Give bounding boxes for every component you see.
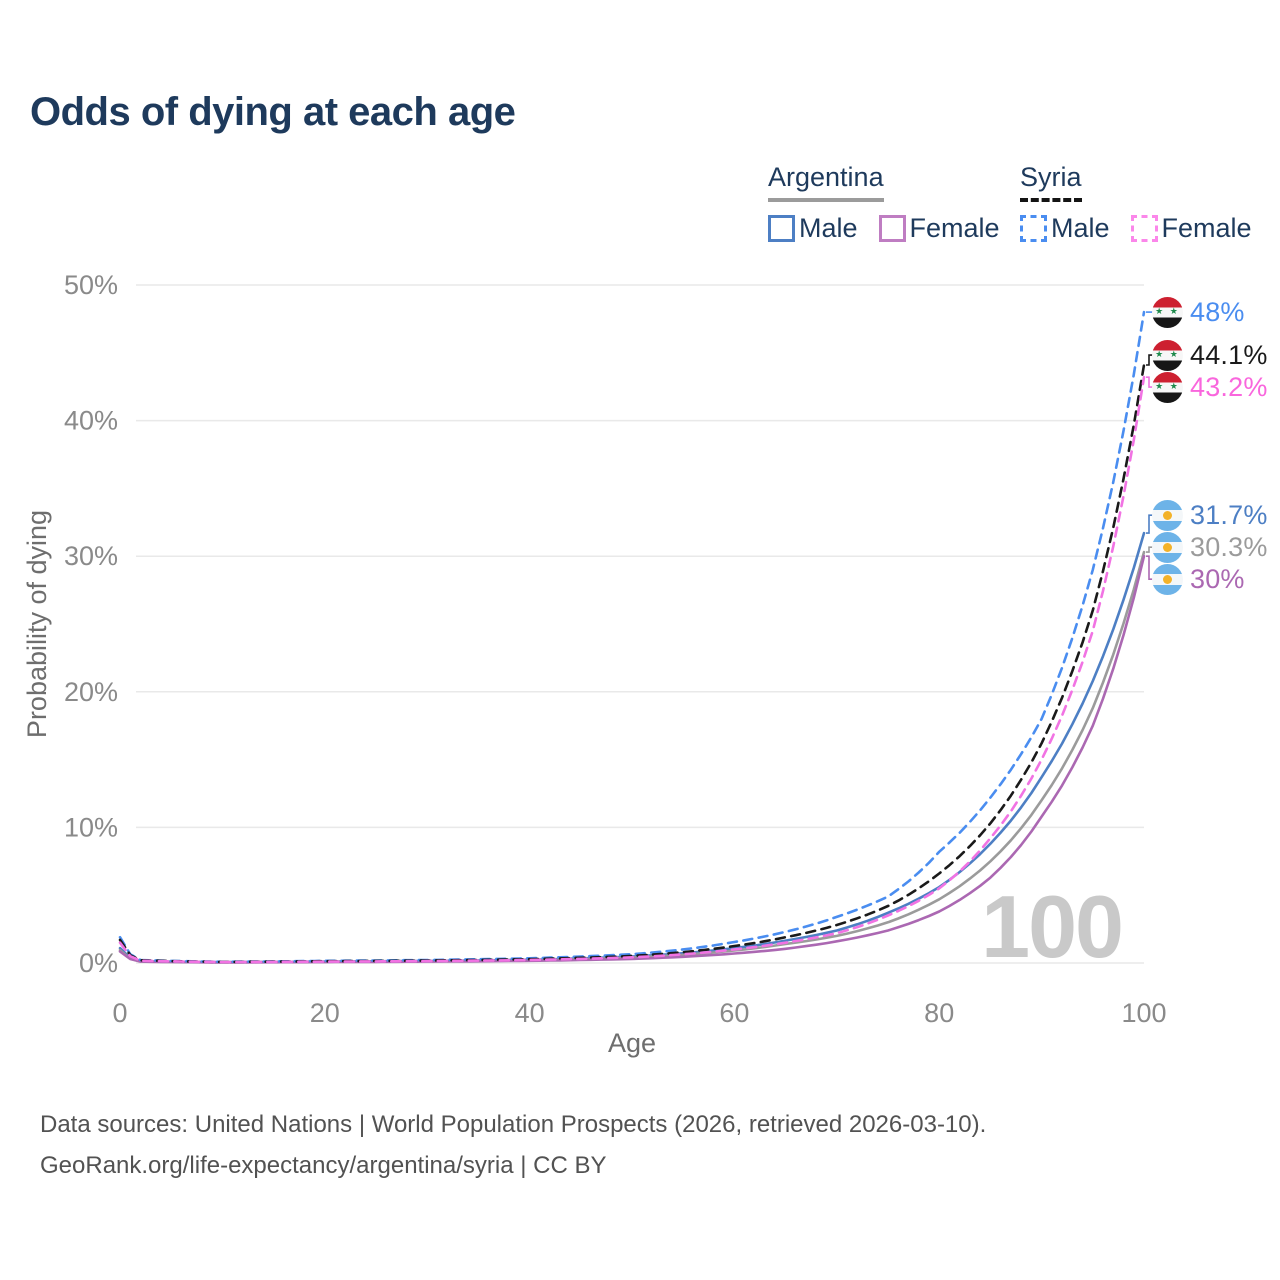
- argentina-flag-icon: [1152, 531, 1183, 563]
- argentina-sun: [1163, 574, 1172, 584]
- footer-attribution: GeoRank.org/life-expectancy/argentina/sy…: [40, 1152, 607, 1180]
- syria-stars: ★ ★: [1155, 349, 1180, 360]
- y-tick-label: 40%: [64, 406, 118, 436]
- y-tick-label: 20%: [64, 677, 118, 707]
- syria-flag-icon: ★ ★: [1152, 371, 1183, 403]
- legend-item-syria-male[interactable]: Male: [1020, 213, 1110, 244]
- y-tick-label: 0%: [79, 948, 118, 978]
- legend-label: Male: [799, 213, 858, 243]
- y-tick-label: 50%: [64, 270, 118, 300]
- x-tick-label: 20: [310, 998, 340, 1028]
- y-axis-title: Probability of dying: [22, 510, 52, 738]
- legend-label: Female: [909, 213, 1000, 243]
- x-tick-label: 0: [112, 998, 127, 1028]
- argentina-female-swatch: [878, 215, 906, 242]
- legend-item-argentina-male[interactable]: Male: [768, 213, 858, 244]
- label-connector-argentina-all: [1146, 546, 1153, 553]
- x-tick-label: 80: [924, 998, 954, 1028]
- line-syria-all[interactable]: [118, 363, 1146, 964]
- legend-country-syria[interactable]: Syria: [1020, 162, 1082, 202]
- end-label-syria-female[interactable]: ★ ★ 43.2%: [1152, 370, 1268, 404]
- legend-item-syria-female[interactable]: Female: [1130, 213, 1252, 244]
- legend-group-argentina: Argentina Male Female: [768, 162, 1021, 244]
- footer-data-sources: Data sources: United Nations | World Pop…: [40, 1111, 987, 1138]
- y-tick-label: 30%: [64, 541, 118, 571]
- label-connector-syria-female: [1146, 376, 1153, 388]
- legend-group-syria: Syria Male Female: [1020, 162, 1273, 244]
- label-connector-argentina-male: [1146, 514, 1153, 534]
- argentina-flag-icon: [1152, 499, 1183, 531]
- line-syria-male[interactable]: [118, 310, 1146, 964]
- syria-stars: ★ ★: [1155, 381, 1180, 392]
- page-title: Odds of dying at each age: [30, 90, 516, 134]
- end-value-argentina-all: 30.3%: [1190, 531, 1268, 562]
- syria-flag-icon: ★ ★: [1152, 339, 1183, 371]
- legend-item-argentina-female[interactable]: Female: [878, 213, 1000, 244]
- age-watermark: 100: [981, 877, 1122, 976]
- legend-country-argentina[interactable]: Argentina: [768, 162, 884, 202]
- syria-flag-icon: ★ ★: [1152, 296, 1183, 328]
- argentina-male-swatch: [768, 215, 795, 242]
- legend-label: Male: [1051, 213, 1110, 243]
- x-tick-label: 60: [719, 998, 749, 1028]
- x-tick-label: 100: [1121, 998, 1166, 1028]
- end-label-argentina-female[interactable]: 30%: [1152, 562, 1245, 596]
- end-value-syria-all: 44.1%: [1190, 339, 1268, 370]
- label-connector-argentina-female: [1146, 555, 1153, 580]
- end-value-syria-male: 48%: [1190, 296, 1245, 327]
- x-axis-title: Age: [608, 1028, 656, 1058]
- syria-stars: ★ ★: [1155, 306, 1180, 317]
- footer: Data sources: United Nations | World Pop…: [40, 1104, 986, 1187]
- x-tick-label: 40: [515, 998, 545, 1028]
- label-connector-syria-all: [1146, 354, 1153, 366]
- end-label-argentina-all[interactable]: 30.3%: [1152, 530, 1268, 564]
- y-tick-label: 10%: [64, 812, 118, 842]
- end-label-syria-all[interactable]: ★ ★ 44.1%: [1152, 338, 1268, 372]
- end-value-argentina-male: 31.7%: [1190, 499, 1268, 530]
- legend-label: Female: [1161, 213, 1252, 243]
- end-value-syria-female: 43.2%: [1190, 371, 1268, 402]
- syria-female-swatch: [1130, 215, 1158, 242]
- end-label-argentina-male[interactable]: 31.7%: [1152, 498, 1268, 532]
- line-syria-female[interactable]: [118, 375, 1146, 964]
- argentina-sun: [1163, 542, 1172, 552]
- syria-male-swatch: [1020, 215, 1047, 242]
- argentina-flag-icon: [1152, 563, 1183, 595]
- end-label-syria-male[interactable]: ★ ★ 48%: [1152, 295, 1245, 329]
- argentina-sun: [1163, 510, 1172, 520]
- end-value-argentina-female: 30%: [1190, 563, 1245, 594]
